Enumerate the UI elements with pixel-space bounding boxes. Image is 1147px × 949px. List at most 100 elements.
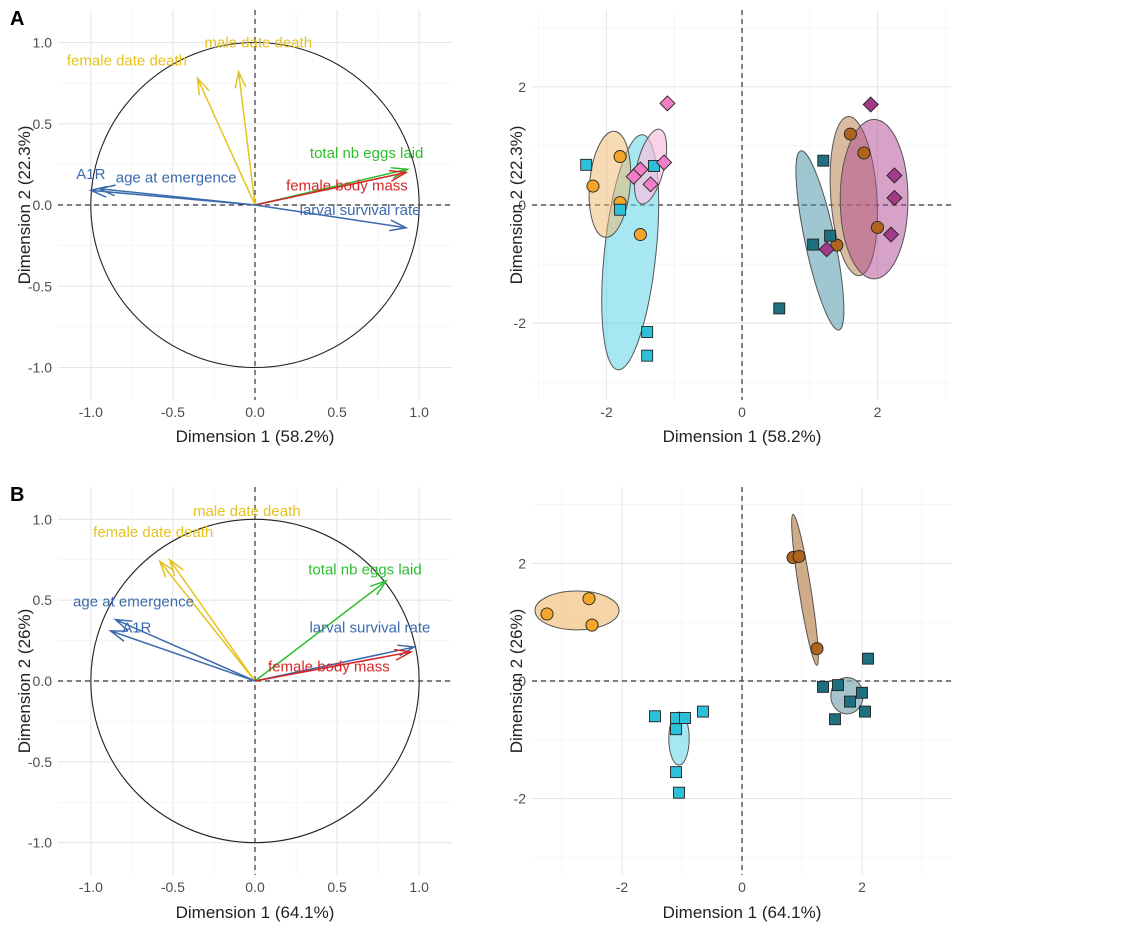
x-tick-label: 1.0: [409, 404, 429, 420]
x-tick-label: 0: [738, 879, 746, 895]
vector-label-female-date-death: female date death: [67, 52, 187, 69]
vector-arrowhead: [394, 648, 414, 661]
point-short-x-adlib: [859, 705, 871, 718]
point-control-x-adlib: [830, 238, 844, 252]
point-control-x-adlib: [792, 549, 806, 563]
vector-arrowhead: [196, 76, 210, 96]
point-control-x-stress: [540, 607, 554, 621]
point-short-x-adlib: [856, 686, 868, 699]
x-axis-label: Dimension 1 (64.1%): [176, 903, 335, 922]
vector-label-a1r: A1R: [122, 620, 151, 637]
vector-female-body-mass: [254, 648, 414, 682]
x-tick-label: 2: [874, 404, 882, 420]
y-tick-label: -1.0: [28, 360, 52, 376]
y-axis-label: Dimension 2 (22.3%): [507, 126, 526, 285]
point-short-x-stress: [649, 710, 661, 723]
point-light-x-adlib: [817, 154, 830, 167]
vector-label-female-date-death: female date death: [93, 524, 213, 541]
point-control-x-stress: [582, 592, 596, 606]
x-tick-label: 1.0: [409, 879, 429, 895]
point-heavy-x-adlib: [862, 96, 879, 113]
panel-label-a: A: [10, 8, 25, 30]
vector-shaft: [254, 204, 407, 229]
x-axis-label: Dimension 1 (64.1%): [663, 903, 822, 922]
x-tick-label: -2: [600, 404, 613, 420]
vector-female-date-death: [196, 76, 256, 206]
y-tick-label: 0.0: [33, 673, 53, 689]
y-axis-label: Dimension 2 (26%): [507, 609, 526, 754]
y-tick-label: -2: [514, 315, 527, 331]
x-tick-label: -0.5: [161, 879, 185, 895]
point-short-x-stress: [697, 705, 709, 718]
point-short-x-adlib: [817, 680, 829, 693]
vector-female-date-death: [158, 559, 256, 682]
vector-female-body-mass: [254, 169, 409, 206]
x-tick-label: 0: [738, 404, 746, 420]
vector-arrowhead: [113, 618, 133, 632]
y-tick-label: 0.5: [33, 116, 53, 132]
point-heavy-x-stress: [625, 168, 642, 185]
ellipse-control-x-stress: [534, 590, 620, 631]
vector-label-female-body-mass: female body mass: [286, 177, 408, 194]
vector-arrowhead: [108, 630, 128, 642]
point-heavy-x-adlib: [886, 167, 903, 184]
chart-b-individuals: -2 0 2 -2 0 2 Dimension 1 (64.1%) Dimension 2 (…: [507, 487, 952, 922]
point-light-x-stress: [641, 349, 654, 362]
y-tick-label: 0.0: [33, 197, 53, 213]
x-tick-label: -1.0: [79, 404, 103, 420]
vector-a1r: [108, 630, 256, 682]
point-light-x-stress: [580, 158, 593, 171]
point-control-x-stress: [613, 150, 627, 164]
vector-male-date-death: [234, 69, 256, 206]
point-heavy-x-stress: [659, 95, 676, 112]
vector-shaft: [115, 618, 256, 682]
y-tick-label: -2: [514, 791, 527, 807]
point-short-x-stress: [670, 766, 682, 779]
point-heavy-x-adlib: [886, 189, 903, 207]
y-tick-label: 2: [518, 79, 526, 95]
point-control-x-stress: [633, 228, 647, 242]
point-control-x-adlib: [810, 642, 824, 656]
point-control-x-stress: [586, 179, 600, 193]
point-short-x-stress: [679, 712, 691, 724]
vector-age-at-emergence: [96, 184, 256, 206]
y-tick-label: 0: [518, 197, 526, 213]
vector-arrowhead: [389, 169, 409, 182]
vector-label-female-body-mass: female body mass: [268, 658, 390, 675]
vector-shaft: [196, 77, 256, 206]
point-control-x-adlib: [857, 146, 871, 160]
y-tick-label: 2: [518, 555, 526, 571]
point-short-x-adlib: [844, 695, 856, 708]
point-light-x-adlib: [773, 302, 786, 315]
vector-label-larval-survival-rate: larval survival rate: [300, 202, 421, 219]
panel-label-b: B: [10, 484, 25, 506]
point-light-x-stress: [614, 203, 627, 216]
y-tick-label: 0: [518, 673, 526, 689]
chart-b-variables: -1.0 -0.5 0.0 0.5 1.0 -1.0 -0.5 0.0 0.5 1.0 Dimens…: [15, 487, 452, 922]
x-tick-label: 0.0: [245, 879, 265, 895]
vector-shaft: [254, 171, 407, 206]
y-axis-label: Dimension 2 (26%): [15, 609, 34, 754]
point-heavy-x-adlib: [818, 241, 835, 258]
vector-arrowhead: [96, 184, 116, 197]
x-tick-label: -2: [616, 879, 629, 895]
vector-arrowhead: [390, 166, 410, 179]
vector-label-age-at-emergence: age at emergence: [73, 594, 194, 611]
vector-label-a1r: A1R: [76, 166, 105, 183]
vector-label-male-date-death: male date death: [193, 503, 301, 520]
point-short-x-stress: [673, 786, 685, 799]
vector-shaft: [98, 188, 256, 206]
point-short-x-adlib: [862, 652, 874, 665]
x-tick-label: -1.0: [79, 879, 103, 895]
vector-total-nb-eggs-laid: [254, 579, 389, 682]
vector-label-total-nb-eggs-laid: total nb eggs laid: [308, 561, 421, 578]
vector-arrowhead: [158, 559, 175, 578]
point-light-x-stress: [647, 160, 660, 172]
point-light-x-adlib: [807, 238, 820, 251]
point-control-x-stress: [585, 618, 599, 632]
x-tick-label: 0.0: [245, 404, 265, 420]
y-tick-label: 1.0: [33, 511, 53, 527]
vector-larval-survival-rate: [254, 204, 409, 232]
point-heavy-x-stress: [642, 176, 659, 193]
y-tick-label: -0.5: [28, 754, 52, 770]
